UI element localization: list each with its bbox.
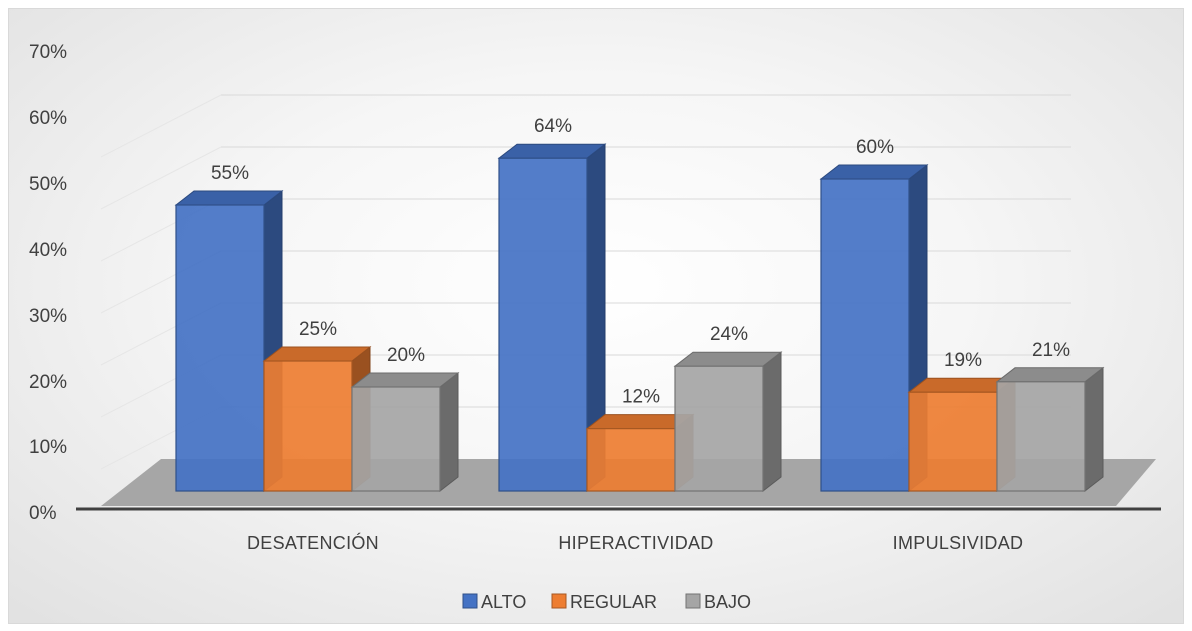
data-label: 20% [387, 345, 425, 366]
data-label: 55% [211, 163, 249, 184]
legend: ALTO REGULAR BAJO [462, 592, 751, 612]
bar-front [996, 381, 1086, 492]
y-tick-label: 10% [29, 437, 67, 458]
legend-swatch [685, 593, 701, 609]
x-tick-label: HIPERACTIVIDAD [558, 533, 713, 553]
legend-label: REGULAR [570, 592, 657, 612]
y-tick-label: 60% [29, 108, 67, 129]
x-axis: DESATENCIÓN HIPERACTIVIDAD IMPULSIVIDAD [247, 532, 1023, 553]
y-tick-label: 0% [29, 503, 57, 524]
data-label: 25% [299, 319, 337, 340]
bar-top [673, 351, 783, 367]
bar-front [498, 157, 588, 492]
bar-bajo-2 [673, 351, 783, 493]
bar-front [586, 428, 676, 492]
bar-front [175, 204, 265, 492]
legend-swatch [462, 593, 478, 609]
bar-front [674, 365, 764, 492]
legend-swatch [551, 593, 567, 609]
legend-item-alto: ALTO [462, 592, 526, 612]
legend-label: ALTO [481, 592, 526, 612]
bar-front [263, 360, 353, 492]
bar-front [351, 386, 441, 492]
bar-side [1084, 366, 1104, 493]
y-axis: 0% 10% 20% 30% 40% 50% 60% 70% [29, 42, 67, 524]
data-label: 19% [944, 350, 982, 371]
gridline-side [100, 146, 222, 210]
chart-area: 0% 10% 20% 30% 40% 50% 60% 70% 55% 25% 20% 64% 12% 2… [8, 8, 1184, 624]
bars [174, 143, 1105, 493]
x-tick-label: DESATENCIÓN [247, 532, 379, 553]
x-tick-label: IMPULSIVIDAD [893, 533, 1024, 553]
bar-top [350, 372, 460, 388]
data-label: 64% [534, 116, 572, 137]
data-label: 21% [1032, 340, 1070, 361]
bar-front [820, 178, 910, 492]
y-tick-label: 50% [29, 174, 67, 195]
data-label: 60% [856, 137, 894, 158]
bar-alto-2 [497, 143, 607, 493]
bar-regular-3 [907, 377, 1017, 493]
gridline-side [100, 94, 222, 158]
data-labels: 55% 25% 20% 64% 12% 24% 60% 19% 21% [211, 116, 1070, 407]
bar-top [174, 190, 284, 206]
data-label: 12% [622, 387, 660, 408]
bar-top [262, 346, 372, 362]
bar-top [995, 367, 1105, 383]
legend-item-bajo: BAJO [685, 592, 751, 612]
legend-item-regular: REGULAR [551, 592, 657, 612]
legend-label: BAJO [704, 592, 751, 612]
y-tick-label: 20% [29, 372, 67, 393]
bar-bajo-3 [995, 366, 1105, 493]
bar-side [439, 371, 459, 493]
y-tick-label: 40% [29, 240, 67, 261]
bar-top [819, 164, 929, 180]
y-tick-label: 70% [29, 42, 67, 63]
bar-bajo-1 [350, 371, 460, 493]
bar-side [762, 351, 782, 493]
bar-front [908, 391, 998, 492]
data-label: 24% [710, 324, 748, 345]
y-tick-label: 30% [29, 306, 67, 327]
bar-top [497, 143, 607, 159]
